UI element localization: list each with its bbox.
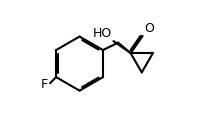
Text: HO: HO xyxy=(93,27,112,40)
Text: O: O xyxy=(144,22,154,35)
Text: F: F xyxy=(41,78,48,91)
